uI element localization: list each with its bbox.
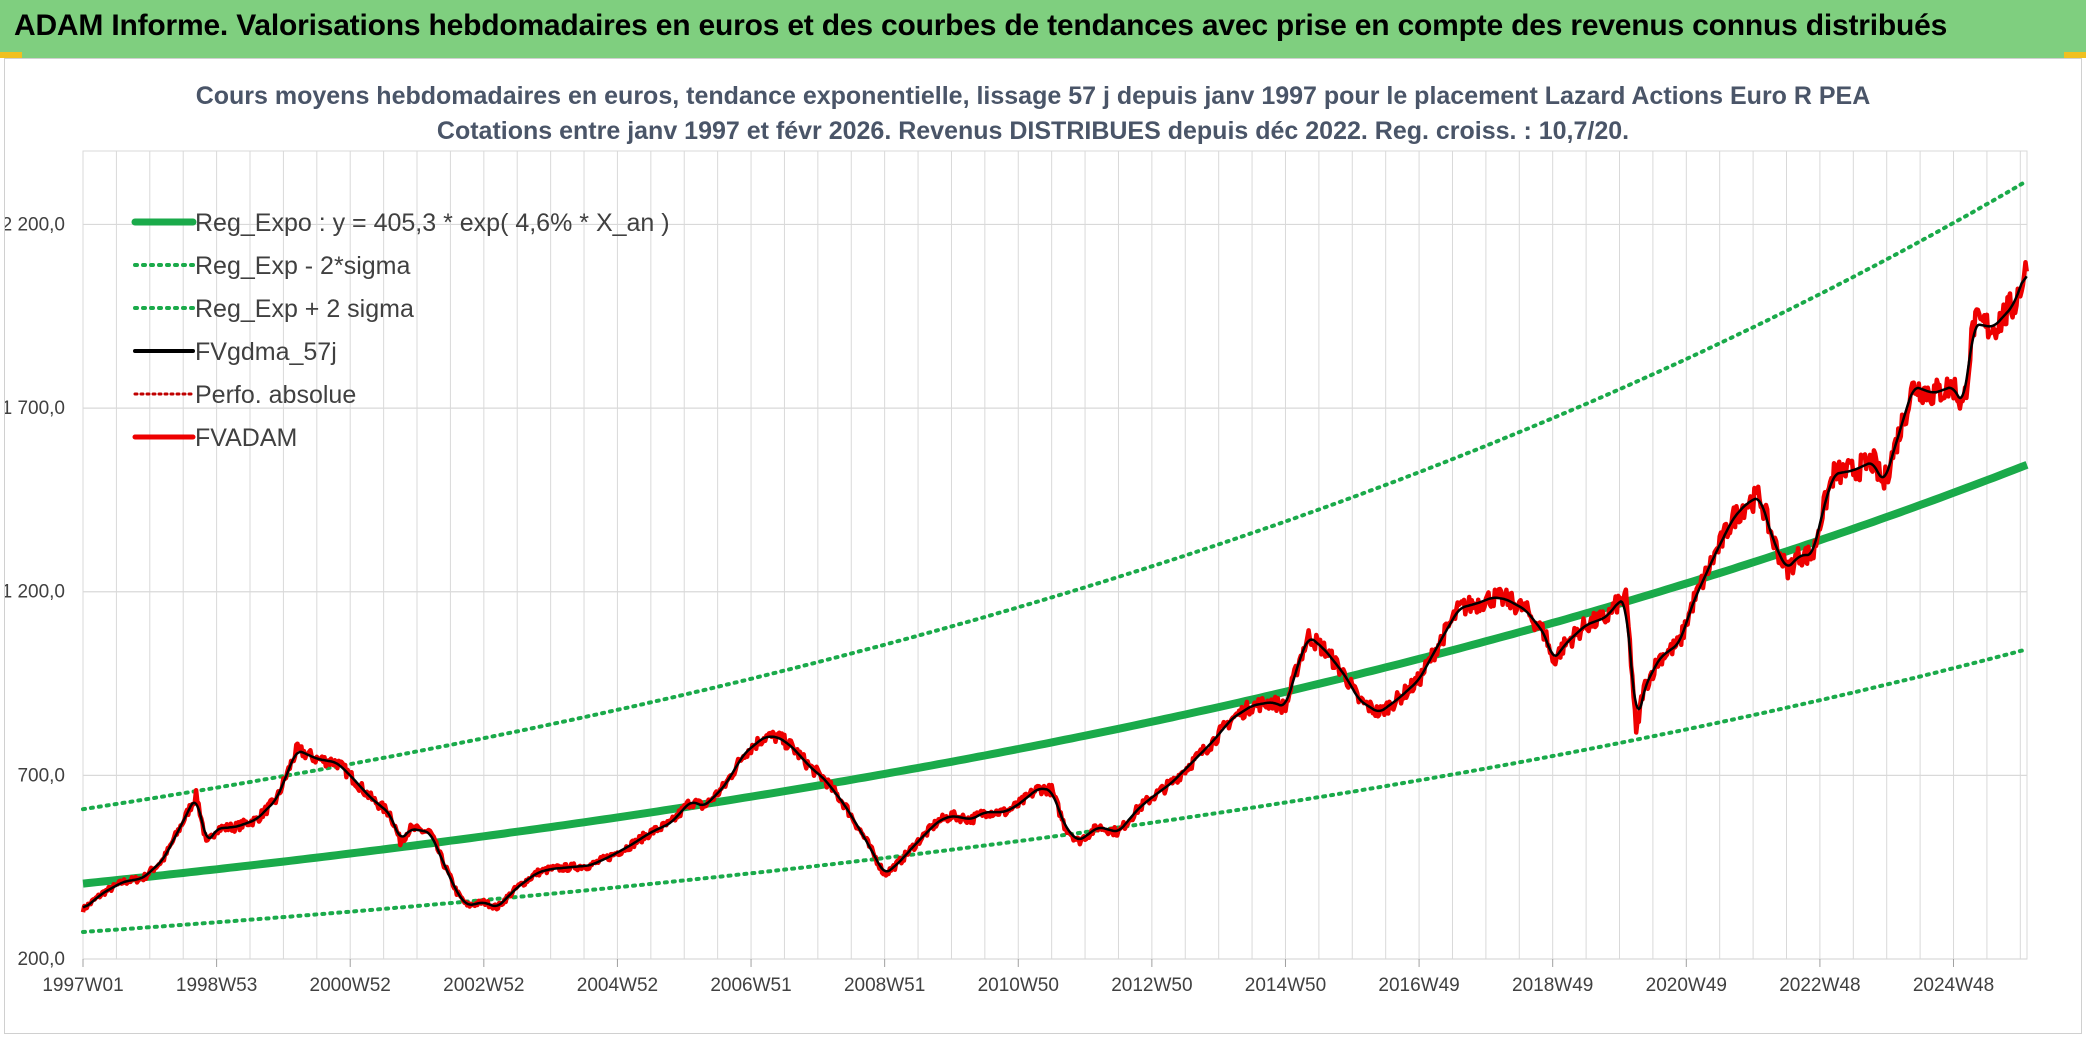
x-tick-label: 2004W52 [577,975,658,996]
legend-label-price: FVADAM [195,424,297,452]
x-tick-label: 1997W01 [42,975,123,996]
x-tick-label: 2006W51 [710,975,791,996]
x-tick-label: 2002W52 [443,975,524,996]
banner-corner-right [2064,52,2086,58]
x-tick-label: 2018W49 [1512,975,1593,996]
line-chart: Cours moyens hebdomadaires en euros, ten… [5,82,2029,996]
y-tick-label: 200,0 [17,949,65,970]
series-layer [80,178,2029,934]
y-tick-label: 1 200,0 [5,582,65,603]
x-tick-label: 2022W48 [1779,975,1860,996]
series-price [80,259,2029,913]
x-tick-label: 2000W52 [310,975,391,996]
series-smooth [82,275,2028,909]
chart-title: Cours moyens hebdomadaires en euros, ten… [196,82,1871,110]
banner-corner-left [0,52,22,58]
x-axis: 1997W01 1998W53 2000W52 2002W52 2004W52 2006W… [42,959,1994,996]
legend-label-upper: Reg_Exp + 2 sigma [195,295,414,323]
x-tick-label: 2010W50 [978,975,1059,996]
report-title: ADAM Informe. Valorisations hebdomadaire… [14,9,1948,42]
report-banner: ADAM Informe. Valorisations hebdomadaire… [0,0,2086,58]
x-tick-label: 2014W50 [1245,975,1326,996]
legend: Reg_Expo : y = 405,3 * exp( 4,6% * X_an … [131,209,670,452]
chart-frame: Cours moyens hebdomadaires en euros, ten… [4,58,2082,1034]
y-tick-label: 700,0 [17,765,65,786]
x-tick-label: 2024W48 [1913,975,1994,996]
x-tick-label: 2008W51 [844,975,925,996]
x-tick-label: 2016W49 [1378,975,1459,996]
legend-label-smooth: FVgdma_57j [195,338,337,366]
legend-label-perfo: Perfo. absolue [195,381,356,409]
legend-label-lower: Reg_Exp - 2*sigma [195,252,410,280]
series-upper-band [81,178,2029,812]
x-tick-label: 1998W53 [176,975,257,996]
x-tick-label: 2012W50 [1111,975,1192,996]
series-lower-band [81,647,2029,934]
chart-subtitle: Cotations entre janv 1997 et févr 2026. … [437,117,1629,145]
x-tick-label: 2020W49 [1646,975,1727,996]
y-tick-label: 1 700,0 [5,398,65,419]
legend-label-trend: Reg_Expo : y = 405,3 * exp( 4,6% * X_an … [195,209,670,237]
y-axis: 200,0 700,0 1 200,0 1 700,0 2 200,0 [5,214,65,970]
y-tick-label: 2 200,0 [5,214,65,235]
